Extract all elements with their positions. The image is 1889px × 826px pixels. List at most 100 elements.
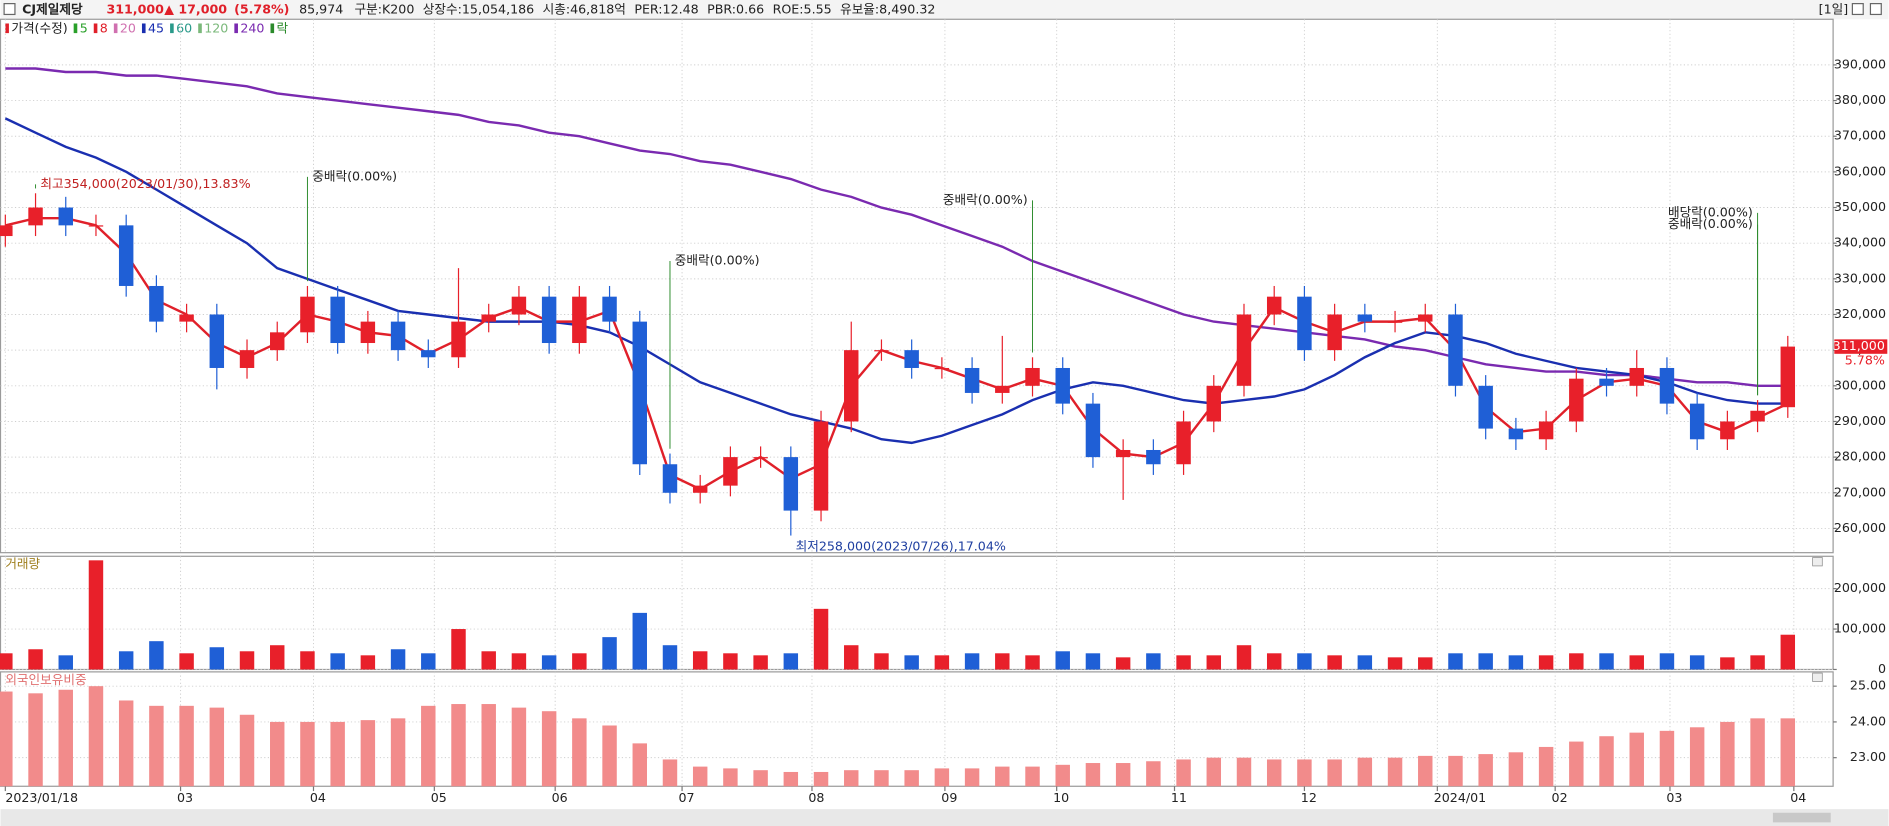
y-tick-label: 24.00 (1850, 713, 1886, 728)
header: CJ제일제당 311,000 ▲ 17,000 (5.78%) 85,974 구… (22, 2, 935, 17)
bar (209, 647, 225, 670)
candle-body (149, 285, 164, 322)
y-tick-label: 350,000 (1834, 199, 1886, 214)
bar (270, 721, 285, 787)
bar (300, 721, 315, 787)
change-pct: (5.78%) (234, 2, 289, 17)
legend-swatch (93, 23, 98, 34)
bar (179, 705, 194, 787)
candle-body (1629, 367, 1644, 386)
y-tick-label: 300,000 (1834, 377, 1886, 392)
bar (1659, 653, 1675, 670)
price-marker (1834, 339, 1888, 354)
y-tick-label: 23.00 (1850, 749, 1886, 764)
bar (723, 653, 738, 670)
bar (1085, 763, 1101, 787)
bar (813, 608, 829, 670)
volume: 85,974 (299, 2, 343, 17)
window-icon[interactable] (3, 3, 16, 16)
candle-body (179, 314, 194, 322)
candle-body (451, 321, 466, 358)
bar (874, 653, 889, 670)
x-tick-label: 2024/01 (1434, 790, 1486, 805)
bar (1085, 653, 1101, 670)
bar (662, 759, 678, 787)
annotation: 중배락(0.00%) (675, 253, 760, 268)
bar (1478, 653, 1493, 670)
info-item: PER:12.48 (634, 2, 698, 17)
candle-body (1508, 428, 1524, 440)
maximize-button[interactable] (1851, 3, 1864, 16)
bar (451, 629, 466, 670)
panel-button[interactable] (1812, 557, 1823, 567)
y-tick-label: 390,000 (1834, 56, 1886, 71)
annotation: 중배락(0.00%) (1668, 216, 1753, 231)
moving-average (4, 117, 1788, 445)
x-tick-label: 04 (310, 790, 326, 805)
bar (964, 653, 980, 670)
bar (330, 653, 345, 670)
bar (1176, 759, 1191, 787)
candle-body (934, 367, 950, 370)
candle-body (511, 296, 527, 315)
candle-body (1780, 346, 1796, 408)
bar (511, 653, 527, 670)
candle-body (541, 296, 557, 344)
candle-body (572, 296, 587, 344)
bar (1508, 655, 1524, 670)
bar (632, 612, 647, 670)
bar (1327, 759, 1342, 787)
bar (1297, 759, 1312, 787)
candle-body (813, 421, 829, 511)
bar (179, 653, 194, 670)
candle-body (1387, 321, 1403, 323)
candle-body (209, 314, 225, 368)
header-bar (0, 0, 1889, 20)
candle-body (300, 296, 315, 333)
bar (1599, 736, 1614, 787)
candle-body (1569, 378, 1584, 422)
y-tick-label: 280,000 (1834, 449, 1886, 464)
candle-body (1266, 296, 1282, 315)
info-item: 유보율:8,490.32 (840, 2, 935, 17)
price-panel (0, 18, 1834, 554)
legend-swatch (170, 23, 174, 34)
x-tick-label: 02 (1552, 790, 1568, 805)
close-button[interactable] (1869, 3, 1882, 16)
x-tick-label: 03 (1666, 790, 1682, 805)
candle-body (1478, 385, 1493, 429)
scroll-thumb[interactable] (1772, 812, 1831, 823)
bar (390, 718, 406, 787)
candle-body (239, 350, 255, 368)
bar (874, 770, 889, 787)
candle-body (783, 457, 799, 511)
bar (1266, 759, 1282, 787)
bar (1689, 727, 1705, 787)
candle-body (481, 314, 496, 322)
bar (1720, 721, 1735, 787)
candle-body (1055, 367, 1070, 404)
panel-button[interactable] (1812, 672, 1823, 682)
bar (0, 691, 13, 787)
info-item: PBR:0.66 (707, 2, 764, 17)
legend-swatch (198, 23, 202, 34)
bar (1357, 757, 1373, 787)
bar (1780, 718, 1796, 787)
bar (421, 653, 436, 670)
candle-body (964, 367, 980, 393)
bar (753, 770, 768, 787)
bar (1206, 757, 1222, 787)
period[interactable]: [1일] (1819, 2, 1849, 17)
bar (149, 641, 164, 670)
bar (149, 705, 164, 787)
candle-body (904, 350, 919, 368)
bar (209, 707, 225, 787)
y-tick-label: 270,000 (1834, 484, 1886, 499)
bar (1569, 653, 1584, 670)
panel-title: 외국인보유비중 (5, 672, 86, 687)
bar (723, 768, 738, 787)
bar (783, 771, 799, 787)
scrollbar[interactable] (0, 809, 1889, 826)
candle-body (421, 350, 436, 358)
bar (1297, 653, 1312, 670)
